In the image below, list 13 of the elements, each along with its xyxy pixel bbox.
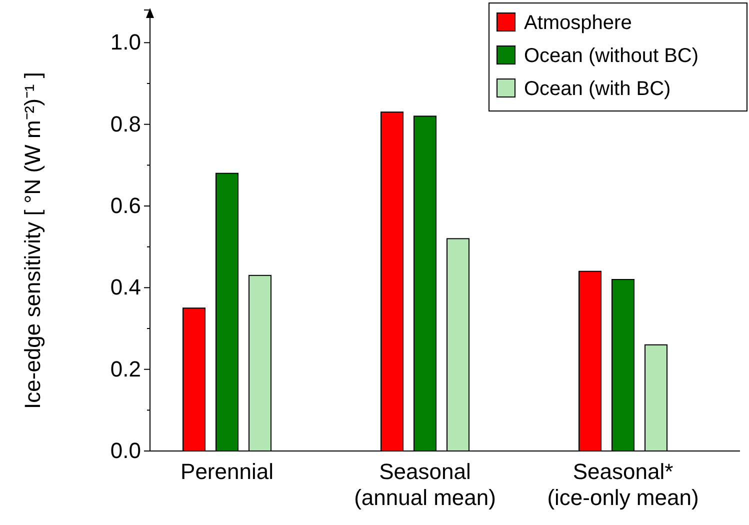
x-tick-label: Seasonal (annual mean) [354,459,496,510]
legend-label: Ocean (with BC) [524,78,671,100]
y-tick-label: 0.4 [110,274,141,300]
y-tick-label: 0.0 [110,438,141,464]
x-tick-label: Seasonal* (ice-only mean) [547,459,699,510]
legend-label: Atmosphere [524,12,632,34]
y-axis-title: Ice-edge sensitivity [ °N (W m⁻²)⁻¹ ] [20,72,45,409]
legend-label: Ocean (without BC) [524,45,699,67]
y-tick-label: 0.2 [110,356,141,382]
y-tick-label: 0.6 [110,193,141,218]
y-tick-label: 0.8 [110,111,141,136]
y-tick-label: 1.0 [110,30,141,55]
x-tick-label: Perennial [180,459,274,484]
